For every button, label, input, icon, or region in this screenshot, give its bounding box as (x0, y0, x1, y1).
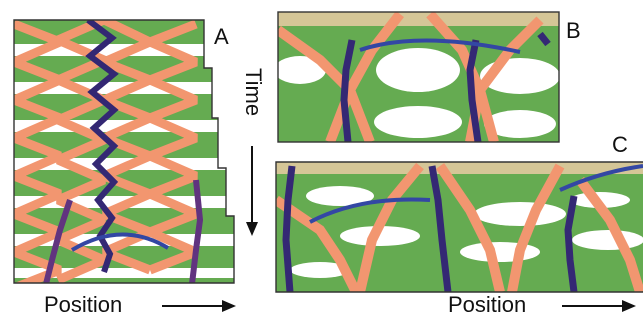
time-label: Time (241, 68, 266, 117)
position-label-right: Position (448, 292, 527, 317)
panel-c-letter: C (612, 132, 628, 157)
panel-c-frame (275, 161, 643, 293)
position-label-left: Position (44, 292, 123, 317)
panel-b-letter: B (566, 18, 581, 43)
position-arrow-right (562, 300, 636, 312)
panel-a-pattern (14, 20, 234, 283)
panel-b-frame (277, 11, 560, 143)
position-arrow-left (162, 300, 236, 312)
panel-b-pattern (278, 12, 559, 142)
panel-a-letter: A (214, 24, 229, 49)
panel-c-pattern (276, 162, 643, 292)
time-arrow (246, 146, 258, 236)
panel-a-frame (13, 19, 235, 284)
